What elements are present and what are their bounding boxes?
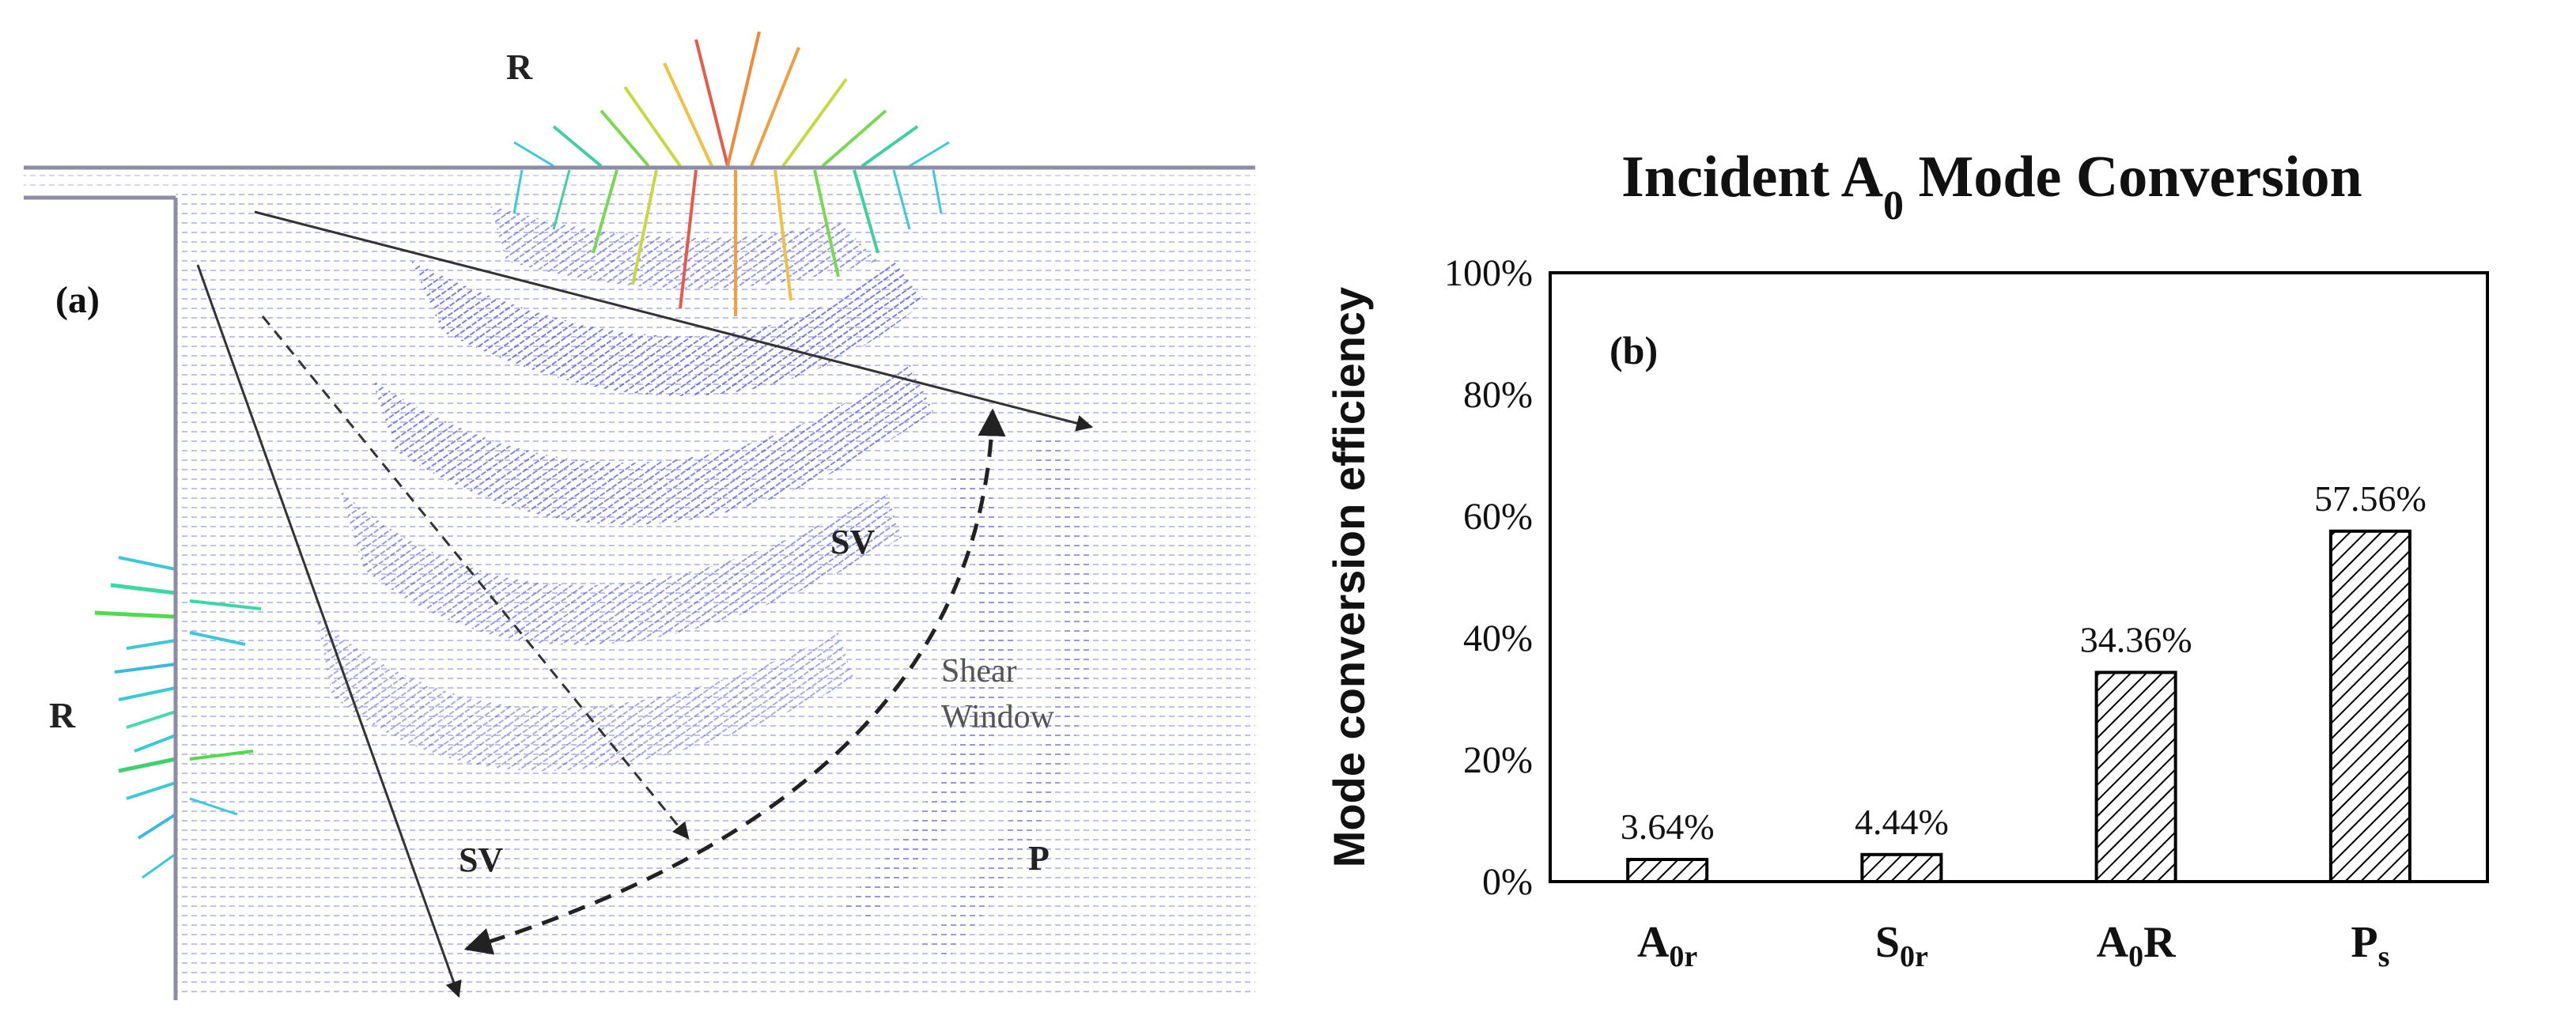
bar-value-label: 4.44% [1855, 802, 1949, 842]
shear-window-label-line2: Window [941, 699, 1055, 735]
chart-title-prefix: Incident A [1621, 145, 1883, 210]
wave-label-r-top: R [506, 47, 533, 87]
plate-boundary [24, 165, 1255, 1000]
x-tick-label: Ps [2351, 918, 2389, 973]
y-axis-title: Mode conversion efficiency [1324, 287, 1374, 867]
y-tick-labels: 0% 20% 40% 60% 80% 100% [1444, 252, 1533, 903]
bar [2328, 529, 2411, 884]
chart-title: Incident A0 Mode Conversion [1621, 145, 2362, 229]
panel-a-label: (a) [55, 279, 100, 321]
chart-title-suffix: Mode Conversion [1904, 145, 2362, 210]
ray-arrows [196, 210, 1094, 998]
y-tick-label: 40% [1463, 618, 1533, 659]
x-tick-labels: A0r S0r A0R Ps [1637, 918, 2389, 973]
rayleigh-top-vectors [513, 31, 950, 316]
x-tick-label: A0R [2097, 918, 2176, 973]
shear-window-arc [463, 408, 1006, 955]
y-tick-label: 20% [1463, 739, 1533, 781]
x-tick-label: S0r [1875, 918, 1928, 973]
panel-b-label: (b) [1610, 328, 1658, 372]
ray-to-bottom [196, 264, 462, 998]
plot-area [1549, 271, 2489, 883]
panel-b-bar-chart: Incident A0 Mode Conversion (b) Mode con… [1324, 145, 2489, 973]
wave-label-sv-lower: SV [459, 840, 503, 879]
y-tick-label: 0% [1482, 861, 1533, 903]
data-labels: 3.64% 4.44% 34.36% 57.56% [1621, 478, 2427, 847]
y-tick-label: 80% [1463, 374, 1533, 416]
wave-label-sv-upper: SV [830, 523, 875, 561]
bar [1860, 852, 1943, 884]
shear-window-label-line1: Shear [941, 653, 1017, 689]
ray-to-top-right [254, 210, 1094, 432]
bar-value-label: 3.64% [1621, 806, 1715, 847]
displacement-field [24, 31, 1255, 1000]
bar-series [1626, 529, 2411, 884]
panel-a-wavefield: (a) R R SV SV P Shear Window [24, 31, 1255, 1000]
wave-label-p: P [1028, 839, 1050, 878]
y-tick-label: 60% [1463, 496, 1533, 538]
wave-label-r-left: R [49, 695, 76, 735]
rayleigh-left-vectors [94, 556, 262, 879]
y-tick-label: 100% [1444, 252, 1533, 294]
bar [2094, 670, 2177, 883]
chart-title-sub: 0 [1883, 183, 1904, 229]
bar-value-label: 57.56% [2314, 478, 2427, 519]
x-tick-label: A0r [1637, 918, 1697, 973]
bar-value-label: 34.36% [2080, 619, 2192, 659]
bar [1626, 857, 1709, 884]
